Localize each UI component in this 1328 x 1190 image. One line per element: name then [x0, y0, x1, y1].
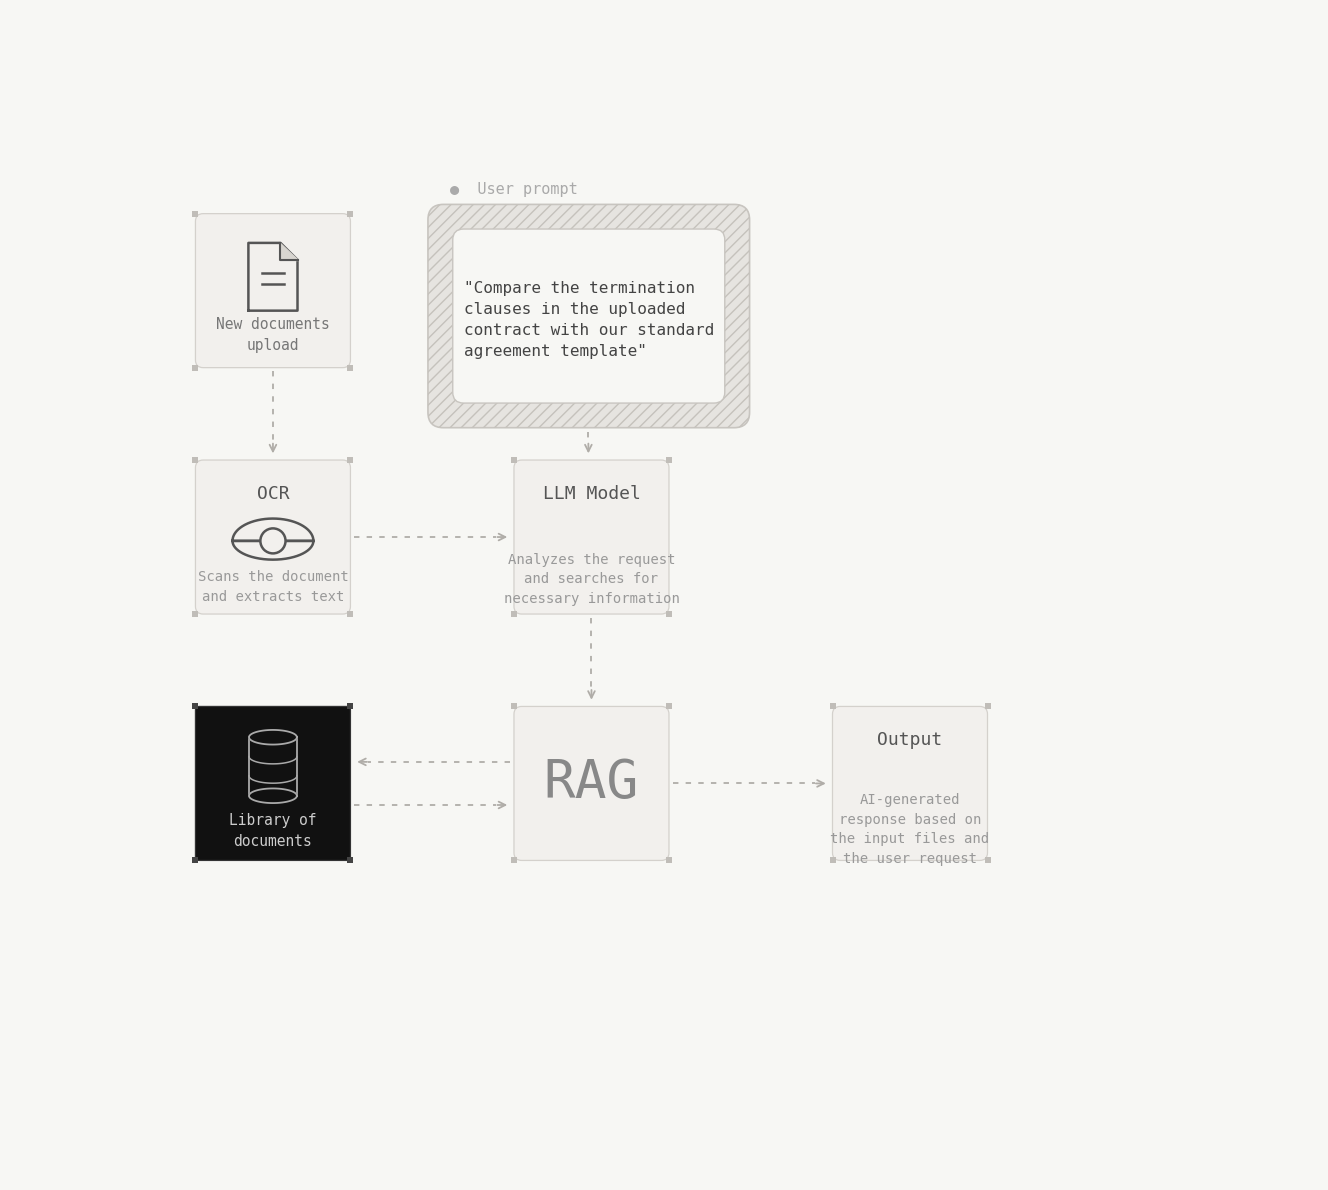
Text: ●  User prompt: ● User prompt — [450, 182, 578, 196]
Text: Analyzes the request
and searches for
necessary information: Analyzes the request and searches for ne… — [503, 553, 680, 606]
Polygon shape — [248, 243, 297, 311]
Text: "Compare the termination
clauses in the uploaded
contract with our standard
agre: "Compare the termination clauses in the … — [463, 281, 714, 359]
FancyBboxPatch shape — [833, 707, 988, 860]
Polygon shape — [232, 519, 313, 559]
Text: AI-generated
response based on
the input files and
the user request: AI-generated response based on the input… — [830, 794, 989, 866]
Polygon shape — [250, 729, 297, 745]
Polygon shape — [250, 789, 297, 803]
FancyBboxPatch shape — [514, 707, 669, 860]
Text: Scans the document
and extracts text: Scans the document and extracts text — [198, 570, 348, 603]
FancyBboxPatch shape — [453, 228, 725, 403]
FancyBboxPatch shape — [195, 214, 351, 368]
Polygon shape — [280, 243, 297, 259]
Text: RAG: RAG — [544, 758, 639, 809]
Text: LLM Model: LLM Model — [543, 484, 640, 502]
FancyBboxPatch shape — [428, 205, 749, 427]
Text: New documents
upload: New documents upload — [216, 318, 329, 353]
Text: Output: Output — [878, 731, 943, 749]
Circle shape — [260, 528, 286, 553]
FancyBboxPatch shape — [514, 461, 669, 614]
FancyBboxPatch shape — [195, 461, 351, 614]
Text: Library of
documents: Library of documents — [230, 813, 316, 850]
FancyBboxPatch shape — [195, 707, 351, 860]
Text: OCR: OCR — [256, 484, 290, 502]
Polygon shape — [250, 738, 297, 796]
